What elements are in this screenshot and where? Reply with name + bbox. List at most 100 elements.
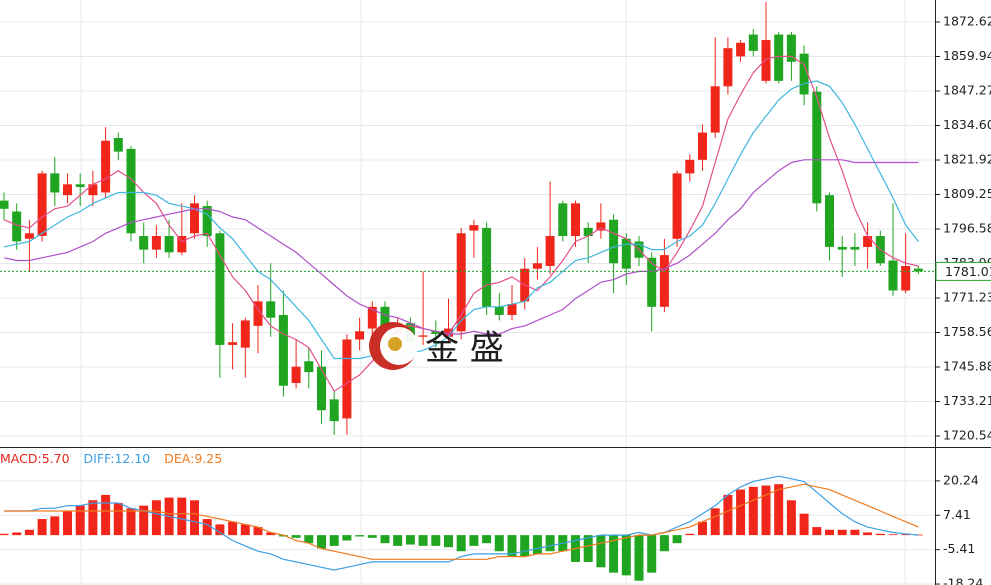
candle-body xyxy=(583,227,593,237)
y-tick-label: 20.24 xyxy=(943,472,979,487)
plot-layer xyxy=(0,1,935,585)
candle-body xyxy=(672,173,682,239)
macd-bar xyxy=(50,516,60,536)
macd-bar xyxy=(494,535,504,552)
macd-bar xyxy=(748,486,758,536)
candle-body xyxy=(812,91,822,204)
moving-average-line xyxy=(3,55,919,393)
macd-bar xyxy=(37,519,47,536)
macd-bar xyxy=(482,535,492,544)
macd-bar xyxy=(901,534,911,536)
macd-line xyxy=(4,483,919,560)
macd-bar xyxy=(139,505,149,536)
legend-value: 5.70 xyxy=(42,451,70,466)
candle-body xyxy=(761,40,771,81)
legend-entry: DEA:9.25 xyxy=(164,451,222,466)
legend-name: DIFF: xyxy=(84,451,115,466)
y-tick-label: -5.41 xyxy=(943,541,975,556)
macd-bar xyxy=(863,532,873,536)
macd-bar xyxy=(774,484,784,536)
macd-bar xyxy=(24,529,34,536)
macd-bar xyxy=(786,500,796,536)
candle-body xyxy=(253,301,263,326)
y-tick-label: 1809.25 xyxy=(943,186,991,201)
macd-line xyxy=(4,475,919,571)
candle-body xyxy=(621,238,631,269)
macd-bar xyxy=(609,535,619,573)
candle-body xyxy=(380,306,390,326)
macd-bar xyxy=(520,535,530,557)
candle-body xyxy=(0,200,9,209)
y-tick-label: 1821.92 xyxy=(943,152,991,167)
macd-bar xyxy=(545,535,555,552)
macd-bar xyxy=(621,535,631,576)
candle-body xyxy=(444,328,453,337)
candle-body xyxy=(469,225,479,231)
macd-bar xyxy=(253,527,263,536)
macd-bar xyxy=(723,494,733,536)
macd-bar xyxy=(799,513,809,536)
candle-body xyxy=(228,342,238,345)
macd-bar xyxy=(113,502,123,536)
candle-body xyxy=(418,335,428,337)
candle-body xyxy=(825,195,834,247)
candle-body xyxy=(113,138,123,152)
macd-bar xyxy=(685,533,695,536)
macd-bar xyxy=(825,529,834,536)
legend-name: MACD: xyxy=(0,451,42,466)
y-tick-label: 1720.54 xyxy=(943,428,991,443)
macd-bar xyxy=(0,533,9,536)
macd-bar xyxy=(367,535,377,538)
candle-body xyxy=(494,306,504,315)
candle-body xyxy=(37,173,47,237)
candle-body xyxy=(786,34,796,62)
macd-bar xyxy=(507,535,517,557)
legend-value: 9.25 xyxy=(194,451,222,466)
y-tick-label: 1872.62 xyxy=(943,13,991,28)
macd-bar xyxy=(736,489,746,536)
legend-value: 12.10 xyxy=(114,451,150,466)
candle-body xyxy=(507,304,517,315)
candle-body xyxy=(723,48,733,87)
y-tick-label: -18.24 xyxy=(943,576,983,585)
candle-body xyxy=(329,399,339,422)
macd-bar xyxy=(418,535,428,546)
macd-bar xyxy=(672,535,682,544)
macd-bar xyxy=(812,527,822,536)
macd-bar xyxy=(266,532,276,536)
macd-bar xyxy=(659,535,669,552)
macd-bar xyxy=(405,535,415,545)
candle-body xyxy=(571,203,580,237)
candle-body xyxy=(659,255,669,307)
macd-bar xyxy=(240,524,250,536)
logo-coin xyxy=(388,337,402,351)
candle-body xyxy=(888,260,898,291)
macd-bar xyxy=(698,521,707,536)
candle-body xyxy=(101,140,111,193)
last-price-label: 1781.01 xyxy=(945,264,991,279)
candle-body xyxy=(685,159,695,174)
candle-body xyxy=(12,211,22,242)
candle-body xyxy=(151,236,161,250)
macd-bar xyxy=(761,485,771,536)
macd-bar xyxy=(583,535,593,562)
candle-body xyxy=(545,236,555,266)
macd-bar xyxy=(850,529,860,536)
macd-bar xyxy=(202,519,212,536)
candle-body xyxy=(240,320,250,348)
legend-entry: MACD:5.70 xyxy=(0,451,70,466)
macd-bar xyxy=(355,535,365,537)
candle-body xyxy=(342,339,352,419)
candle-body xyxy=(913,268,923,272)
legend-name: DEA: xyxy=(164,451,194,466)
macd-bar xyxy=(456,535,466,552)
macd-bar xyxy=(444,535,453,548)
macd-bar xyxy=(634,535,644,581)
candle-body xyxy=(215,233,225,345)
macd-bar xyxy=(317,535,326,549)
macd-bar xyxy=(888,534,898,536)
macd-bar xyxy=(875,533,885,536)
macd-bar xyxy=(63,511,72,536)
watermark-text: 金 盛 xyxy=(425,329,504,369)
